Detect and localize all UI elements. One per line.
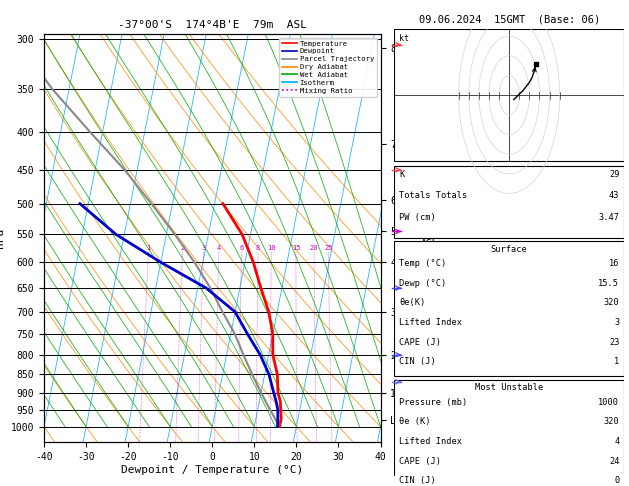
Y-axis label: km
ASL: km ASL: [421, 227, 439, 249]
Text: 3.47: 3.47: [598, 213, 620, 222]
Text: CIN (J): CIN (J): [399, 476, 436, 486]
Y-axis label: hPa: hPa: [0, 228, 5, 248]
Text: 6: 6: [240, 245, 243, 251]
Text: CIN (J): CIN (J): [399, 357, 436, 366]
FancyBboxPatch shape: [394, 29, 624, 161]
Text: 320: 320: [604, 298, 620, 307]
Text: 3: 3: [201, 245, 206, 251]
Text: 16: 16: [609, 259, 620, 268]
Text: 24: 24: [609, 457, 620, 466]
Text: 10: 10: [267, 245, 276, 251]
Text: kt: kt: [399, 34, 409, 43]
Text: θe (K): θe (K): [399, 417, 430, 426]
Text: Temp (°C): Temp (°C): [399, 259, 446, 268]
Text: Surface: Surface: [491, 244, 528, 254]
Text: 4: 4: [614, 437, 620, 446]
FancyBboxPatch shape: [394, 166, 624, 238]
Text: 8: 8: [256, 245, 260, 251]
Text: Lifted Index: Lifted Index: [399, 437, 462, 446]
Text: 15: 15: [292, 245, 300, 251]
Text: 1000: 1000: [598, 398, 620, 407]
Text: 15.5: 15.5: [598, 278, 620, 288]
Text: 23: 23: [609, 338, 620, 347]
Text: CAPE (J): CAPE (J): [399, 457, 441, 466]
FancyBboxPatch shape: [394, 241, 624, 376]
Text: CAPE (J): CAPE (J): [399, 338, 441, 347]
Text: K: K: [399, 170, 404, 179]
Text: 29: 29: [609, 170, 620, 179]
Text: 20: 20: [310, 245, 318, 251]
FancyBboxPatch shape: [394, 380, 624, 486]
Text: 2: 2: [181, 245, 184, 251]
Text: 4: 4: [217, 245, 221, 251]
Text: Lifted Index: Lifted Index: [399, 318, 462, 327]
Legend: Temperature, Dewpoint, Parcel Trajectory, Dry Adiabat, Wet Adiabat, Isotherm, Mi: Temperature, Dewpoint, Parcel Trajectory…: [279, 37, 377, 97]
Text: 43: 43: [609, 191, 620, 200]
Text: θe(K): θe(K): [399, 298, 425, 307]
Text: Pressure (mb): Pressure (mb): [399, 398, 467, 407]
Text: PW (cm): PW (cm): [399, 213, 436, 222]
Text: 25: 25: [324, 245, 333, 251]
Text: Dewp (°C): Dewp (°C): [399, 278, 446, 288]
Text: 0: 0: [614, 476, 620, 486]
Text: Most Unstable: Most Unstable: [475, 383, 543, 392]
Text: 320: 320: [604, 417, 620, 426]
X-axis label: Dewpoint / Temperature (°C): Dewpoint / Temperature (°C): [121, 465, 303, 475]
Title: -37°00'S  174°4B'E  79m  ASL: -37°00'S 174°4B'E 79m ASL: [118, 20, 307, 31]
Text: Totals Totals: Totals Totals: [399, 191, 467, 200]
Text: 3: 3: [614, 318, 620, 327]
Text: 09.06.2024  15GMT  (Base: 06): 09.06.2024 15GMT (Base: 06): [418, 15, 600, 25]
Text: 1: 1: [147, 245, 151, 251]
Text: 1: 1: [614, 357, 620, 366]
